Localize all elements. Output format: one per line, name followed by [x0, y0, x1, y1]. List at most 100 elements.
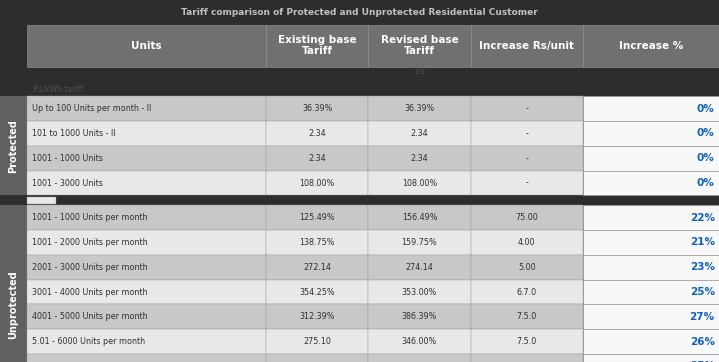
Bar [471, 230, 582, 255]
Text: 22%: 22% [690, 212, 715, 223]
Text: 5.00: 5.00 [518, 263, 536, 272]
Bar [27, 197, 56, 204]
Text: Increase Rs/unit: Increase Rs/unit [480, 41, 574, 51]
Text: 3001 - 4000 Units per month: 3001 - 4000 Units per month [32, 287, 148, 296]
Bar [582, 171, 719, 195]
Bar [471, 304, 582, 329]
Bar [0, 0, 719, 25]
Bar [27, 82, 719, 96]
Text: 75.00: 75.00 [516, 213, 538, 222]
Text: 36.39%: 36.39% [302, 104, 332, 113]
Bar [27, 255, 266, 280]
Text: 1001 - 2000 Units per month: 1001 - 2000 Units per month [32, 238, 148, 247]
Bar [582, 329, 719, 354]
Text: 23%: 23% [690, 262, 715, 272]
Text: 0%: 0% [697, 104, 715, 114]
Text: Rs/kWh tariff: Rs/kWh tariff [33, 85, 83, 93]
Text: 25%: 25% [690, 287, 715, 297]
Text: 4.00: 4.00 [518, 238, 536, 247]
Text: 1001 - 1000 Units: 1001 - 1000 Units [32, 154, 104, 163]
Text: 7.5.0: 7.5.0 [516, 312, 537, 321]
Text: 101 to 1000 Units - II: 101 to 1000 Units - II [32, 129, 116, 138]
Text: -: - [526, 129, 528, 138]
Bar [471, 354, 582, 362]
Text: 386.39%: 386.39% [402, 312, 437, 321]
Text: Tariff comparison of Protected and Unprotected Residential Customer: Tariff comparison of Protected and Unpro… [181, 8, 538, 17]
Text: Up to 100 Units per month - II: Up to 100 Units per month - II [32, 104, 152, 113]
Bar [582, 255, 719, 280]
Bar [266, 304, 368, 329]
Bar [27, 205, 266, 230]
Text: 25%: 25% [690, 361, 715, 362]
Bar [27, 171, 266, 195]
Text: 2.34: 2.34 [411, 129, 429, 138]
Text: 2001 - 3000 Units per month: 2001 - 3000 Units per month [32, 263, 148, 272]
Bar [471, 171, 582, 195]
Text: 4001 - 5000 Units per month: 4001 - 5000 Units per month [32, 312, 148, 321]
Bar [471, 280, 582, 304]
Bar [27, 146, 266, 171]
Text: 156.49%: 156.49% [402, 213, 437, 222]
Text: 26%: 26% [690, 337, 715, 347]
Text: 1001 - 1000 Units per month: 1001 - 1000 Units per month [32, 213, 148, 222]
Text: -: - [526, 104, 528, 113]
Bar [27, 67, 719, 82]
Text: Units: Units [132, 41, 162, 51]
Bar [582, 304, 719, 329]
Text: 2.34: 2.34 [411, 154, 429, 163]
Bar [27, 121, 266, 146]
Bar [368, 121, 471, 146]
Text: 159.75%: 159.75% [402, 238, 437, 247]
Bar [27, 304, 266, 329]
Text: Unprotected: Unprotected [9, 270, 18, 339]
Bar [471, 329, 582, 354]
Bar [368, 255, 471, 280]
Text: Revised base
Tariff: Revised base Tariff [380, 35, 459, 56]
Text: 0%: 0% [697, 129, 715, 139]
Bar [582, 121, 719, 146]
Bar [582, 280, 719, 304]
Bar [368, 171, 471, 195]
Text: 1rs: 1rs [413, 67, 426, 76]
Bar [471, 25, 582, 67]
Bar [471, 96, 582, 121]
Text: 138.75%: 138.75% [299, 238, 335, 247]
Bar [266, 121, 368, 146]
Bar [368, 205, 471, 230]
Text: 274.14: 274.14 [406, 263, 434, 272]
Bar [582, 230, 719, 255]
Bar [368, 25, 471, 67]
Bar [266, 96, 368, 121]
Bar [27, 354, 266, 362]
Text: 108.00%: 108.00% [402, 178, 437, 188]
Text: Existing base
Tariff: Existing base Tariff [278, 35, 357, 56]
Bar [582, 25, 719, 67]
Bar [368, 280, 471, 304]
Text: Protected: Protected [9, 119, 18, 173]
Text: 272.14: 272.14 [303, 263, 331, 272]
Bar [0, 96, 27, 195]
Text: 27%: 27% [690, 312, 715, 322]
Bar [27, 329, 266, 354]
Text: Increase %: Increase % [619, 41, 683, 51]
Text: 312.39%: 312.39% [299, 312, 335, 321]
Text: 7.5.0: 7.5.0 [516, 337, 537, 346]
Text: 21%: 21% [690, 237, 715, 248]
Bar [27, 230, 266, 255]
Bar [368, 146, 471, 171]
Bar [266, 205, 368, 230]
Text: 275.10: 275.10 [303, 337, 331, 346]
Text: -: - [526, 178, 528, 188]
Bar [266, 329, 368, 354]
Bar [0, 195, 719, 205]
Text: 1001 - 3000 Units: 1001 - 3000 Units [32, 178, 104, 188]
Bar [27, 25, 266, 67]
Text: -: - [526, 154, 528, 163]
Bar [582, 354, 719, 362]
Text: 0%: 0% [697, 178, 715, 188]
Bar [368, 329, 471, 354]
Bar [582, 205, 719, 230]
Bar [471, 146, 582, 171]
Bar [368, 354, 471, 362]
Bar [266, 146, 368, 171]
